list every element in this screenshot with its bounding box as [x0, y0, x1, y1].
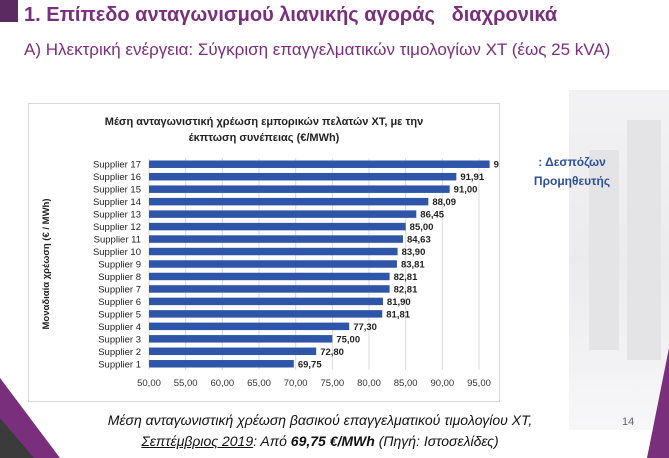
bar	[149, 185, 450, 193]
chart-title: Μέση ανταγωνιστική χρέωση εμπορικών πελα…	[29, 114, 499, 146]
bar	[149, 222, 406, 231]
data-label: 91,91	[460, 172, 484, 183]
bar	[149, 360, 294, 368]
category-label: Supplier 10	[93, 247, 141, 258]
footer-caption: Μέση ανταγωνιστική χρέωση βασικού επαγγε…	[40, 410, 600, 452]
chart-container: Μέση ανταγωνιστική χρέωση εμπορικών πελα…	[28, 103, 500, 402]
title-accent-bar	[0, 0, 18, 22]
slide-title: 1. Επίπεδο ανταγωνισμού λιανικής αγοράς …	[24, 4, 558, 26]
footer-line-1: Μέση ανταγωνιστική χρέωση βασικού επαγγε…	[107, 412, 533, 428]
category-label: Supplier 2	[98, 347, 141, 358]
page-number: 14	[622, 416, 635, 428]
bar	[149, 210, 417, 218]
data-label: 81,81	[386, 309, 410, 320]
footer-value: 69,75 €/MWh	[290, 433, 375, 449]
footer-date: Σεπτέμβριος 2019	[141, 433, 254, 449]
category-label: Supplier 16	[93, 172, 141, 183]
category-label: Supplier 6	[98, 297, 141, 308]
data-label: 88,09	[432, 197, 456, 208]
dominant-supplier-annotation: : Δεσπόζων Προμηθευτής	[522, 153, 622, 191]
annotation-line-2: Προμηθευτής	[533, 174, 611, 188]
bar	[149, 272, 390, 281]
category-label: Supplier 8	[98, 272, 141, 283]
chart-title-line-1: Μέση ανταγωνιστική χρέωση εμπορικών πελα…	[104, 116, 424, 128]
category-label: Supplier 5	[98, 309, 141, 320]
category-label: Supplier 3	[98, 334, 141, 345]
data-label: 81,90	[387, 297, 411, 308]
data-label: 91,00	[454, 185, 478, 196]
x-tick-label: 85,00	[394, 378, 418, 389]
corner-decoration-dark	[0, 418, 34, 458]
footer-source: (Πηγή: Ιστοσελίδες)	[374, 433, 499, 449]
x-tick-label: 65,00	[247, 378, 271, 389]
x-tick-label: 80,00	[357, 378, 381, 389]
bar	[149, 297, 383, 306]
x-tick-label: 70,00	[284, 378, 308, 389]
x-tick-label: 50,00	[137, 378, 161, 389]
data-label: 82,81	[394, 272, 418, 283]
footer-line-2: Σεπτέμβριος 2019: Από 69,75 €/MWh (Πηγή:…	[40, 431, 600, 452]
bar	[149, 347, 317, 356]
data-label: 75,00	[336, 334, 360, 345]
category-label: Supplier 15	[93, 185, 141, 196]
data-label: 86,45	[420, 210, 444, 221]
data-label: 85,00	[410, 222, 434, 233]
annotation-line-1: : Δεσπόζων	[538, 155, 606, 169]
bar	[149, 310, 383, 318]
category-label: Supplier 1	[98, 359, 141, 370]
data-label: 72,80	[320, 347, 344, 358]
bar	[149, 247, 398, 256]
data-label: 96,45	[494, 160, 499, 171]
category-label: Supplier 14	[93, 197, 141, 208]
bar	[149, 235, 403, 243]
data-label: 77,30	[353, 322, 377, 333]
footer-mid: : Από	[253, 433, 291, 449]
x-tick-label: 55,00	[174, 378, 198, 389]
data-label: 82,81	[394, 284, 418, 295]
data-label: 69,75	[298, 359, 322, 370]
bar	[149, 197, 429, 206]
bar	[149, 335, 333, 343]
bar	[149, 322, 350, 331]
data-label: 83,81	[401, 260, 425, 271]
bar	[149, 160, 490, 168]
data-label: 83,90	[402, 247, 426, 258]
x-tick-label: 75,00	[320, 378, 344, 389]
category-label: Supplier 4	[98, 322, 141, 333]
corner-decoration-right	[647, 348, 669, 458]
slide-subtitle: Α) Ηλεκτρική ενέργεια: Σύγκριση επαγγελμ…	[24, 40, 611, 59]
x-tick-label: 60,00	[210, 378, 234, 389]
category-label: Supplier 17	[93, 160, 141, 171]
background-building-photo	[569, 90, 669, 430]
bar	[149, 260, 397, 268]
bar-chart: 50,00 55,00 60,00 65,00 70,00 75,00 80,00 85,00…	[41, 158, 499, 389]
category-label: Supplier 9	[98, 260, 141, 271]
data-label: 84,63	[407, 235, 431, 246]
category-label: Supplier 13	[93, 210, 141, 221]
category-label: Supplier 7	[98, 284, 141, 295]
bar	[149, 285, 390, 293]
bar	[149, 172, 457, 181]
y-axis-title: Μοναδιαία χρέωση (€ / MWh)	[41, 198, 52, 329]
x-tick-label: 95,00	[467, 378, 491, 389]
chart-title-line-2: έκπτωση συνέπειας (€/MWh)	[188, 132, 340, 144]
x-tick-label: 90,00	[430, 378, 454, 389]
category-label: Supplier 11	[94, 235, 141, 246]
category-label: Supplier 12	[93, 222, 141, 233]
